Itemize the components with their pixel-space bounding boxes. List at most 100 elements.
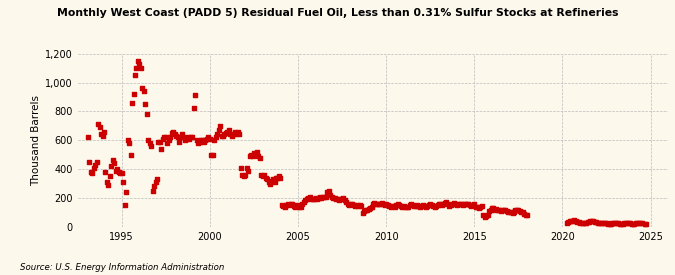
Point (435, 202, 446, 207)
Point (389, 205, 400, 209)
Point (613, 221, 624, 226)
Point (177, 132, 188, 137)
Point (271, 176, 281, 180)
Point (576, 221, 587, 225)
Point (146, 144, 157, 148)
Point (413, 204, 424, 208)
Point (302, 197, 313, 201)
Point (306, 197, 317, 201)
Point (354, 203, 365, 207)
Point (112, 167, 123, 171)
Point (518, 210, 529, 214)
Point (267, 177, 278, 182)
Point (284, 203, 294, 207)
Point (432, 203, 443, 207)
Point (423, 203, 434, 207)
Point (200, 138, 211, 142)
Point (609, 221, 620, 225)
Point (612, 221, 622, 225)
Point (209, 138, 219, 142)
Point (433, 202, 444, 207)
Point (173, 139, 184, 144)
Point (341, 199, 352, 204)
Point (237, 173, 248, 177)
Point (371, 202, 381, 206)
Point (172, 135, 183, 140)
Point (262, 177, 273, 182)
Point (117, 180, 128, 184)
Point (247, 154, 258, 158)
Point (473, 206, 484, 210)
Point (632, 221, 643, 225)
Point (564, 219, 575, 224)
Point (506, 210, 516, 214)
Point (221, 131, 232, 135)
Point (152, 177, 163, 182)
Point (257, 174, 268, 178)
Point (190, 93, 200, 98)
Point (296, 205, 306, 210)
Point (300, 198, 310, 202)
Point (102, 180, 113, 184)
Point (256, 173, 267, 177)
Point (159, 135, 170, 140)
Point (572, 220, 583, 224)
Point (605, 221, 616, 226)
Point (291, 203, 302, 207)
Point (165, 135, 176, 140)
Point (438, 202, 449, 206)
Point (178, 135, 189, 140)
Point (357, 211, 368, 215)
Point (607, 221, 618, 226)
Point (131, 66, 142, 70)
Point (437, 203, 448, 207)
Point (206, 152, 217, 157)
Point (95, 125, 105, 130)
Point (416, 204, 427, 208)
Point (196, 138, 207, 142)
Point (462, 202, 472, 207)
Point (124, 141, 134, 145)
Point (230, 130, 240, 134)
Point (90, 163, 101, 167)
Point (404, 203, 415, 207)
Point (623, 221, 634, 225)
Point (375, 202, 385, 206)
Point (487, 206, 497, 210)
Point (105, 174, 115, 178)
Point (618, 221, 628, 226)
Point (137, 86, 148, 90)
Point (259, 173, 269, 177)
Point (598, 220, 609, 225)
Point (197, 138, 208, 142)
Point (580, 220, 591, 225)
Point (261, 176, 271, 180)
Point (495, 209, 506, 213)
Point (253, 154, 264, 158)
Point (93, 122, 104, 127)
Point (348, 203, 359, 207)
Point (441, 200, 452, 205)
Point (604, 222, 615, 226)
Point (567, 219, 578, 223)
Point (619, 221, 630, 226)
Point (187, 135, 198, 140)
Point (494, 207, 505, 212)
Point (519, 212, 530, 216)
Point (372, 202, 383, 207)
Point (84, 160, 95, 164)
Point (188, 106, 199, 111)
Point (228, 132, 239, 137)
Point (116, 171, 127, 176)
Point (448, 201, 459, 205)
Point (463, 202, 474, 206)
Point (132, 59, 143, 63)
Point (492, 208, 503, 213)
Point (130, 73, 140, 78)
Point (180, 138, 190, 142)
Point (460, 202, 471, 206)
Point (489, 207, 500, 212)
Point (446, 203, 456, 207)
Point (500, 208, 510, 213)
Point (322, 190, 333, 194)
